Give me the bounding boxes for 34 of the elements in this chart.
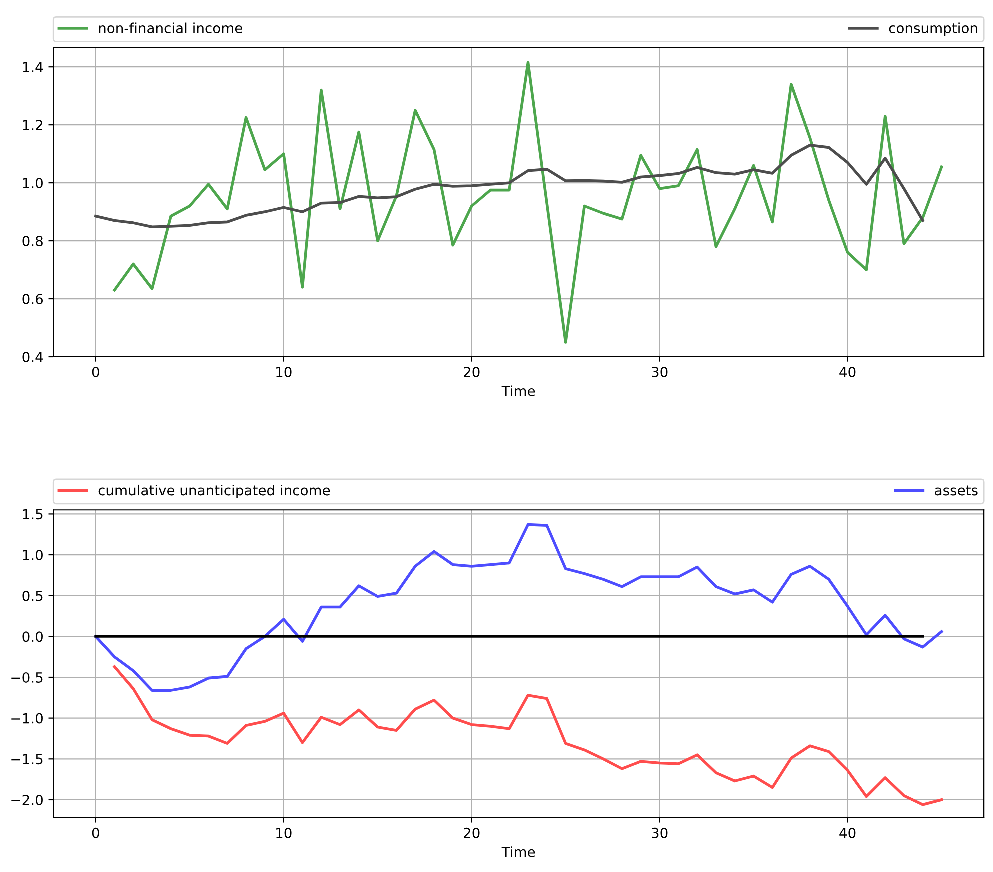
x-tick-label: 30 xyxy=(652,366,668,378)
x-tick-label: 40 xyxy=(840,366,856,378)
x-tick-label: 0 xyxy=(92,366,100,378)
legend-label: non-financial income xyxy=(99,22,242,34)
x-tick-label: 20 xyxy=(464,828,480,838)
y-tick-label: 0.8 xyxy=(22,236,43,247)
x-tick-label: 30 xyxy=(652,828,668,838)
y-tick-label: 0.0 xyxy=(22,632,43,642)
line-series xyxy=(94,523,944,692)
x-axis-title: Time xyxy=(502,386,536,396)
x-tick-label: 0 xyxy=(92,828,100,838)
y-tick-label: 1.2 xyxy=(23,120,43,130)
x-tick-label: 10 xyxy=(276,828,292,838)
y-tick-label: 0.6 xyxy=(22,294,44,304)
x-tick-label: 20 xyxy=(464,366,480,378)
legend-label: consumption xyxy=(889,22,978,36)
legend-label: assets xyxy=(935,486,978,496)
y-tick-label: 0.5 xyxy=(22,590,43,602)
y-tick-label: 1.0 xyxy=(23,178,43,189)
line-series xyxy=(94,144,924,229)
y-tick-label: 1.0 xyxy=(23,550,43,560)
x-axis-title: Time xyxy=(502,846,536,858)
y-tick-label: −1.0 xyxy=(12,713,43,724)
y-tick-label: 1.4 xyxy=(23,62,44,72)
x-tick-label: 40 xyxy=(840,828,856,838)
y-tick-label: −2.0 xyxy=(12,794,43,806)
line-series xyxy=(113,61,944,344)
legend-label: cumulative unanticipated income xyxy=(98,484,330,498)
y-tick-label: 1.5 xyxy=(23,509,43,520)
y-tick-label: 0.4 xyxy=(22,352,44,362)
y-tick-label: −1.5 xyxy=(12,754,43,765)
line-series xyxy=(113,665,944,806)
x-tick-label: 10 xyxy=(276,366,292,378)
y-tick-label: −0.5 xyxy=(12,672,43,683)
